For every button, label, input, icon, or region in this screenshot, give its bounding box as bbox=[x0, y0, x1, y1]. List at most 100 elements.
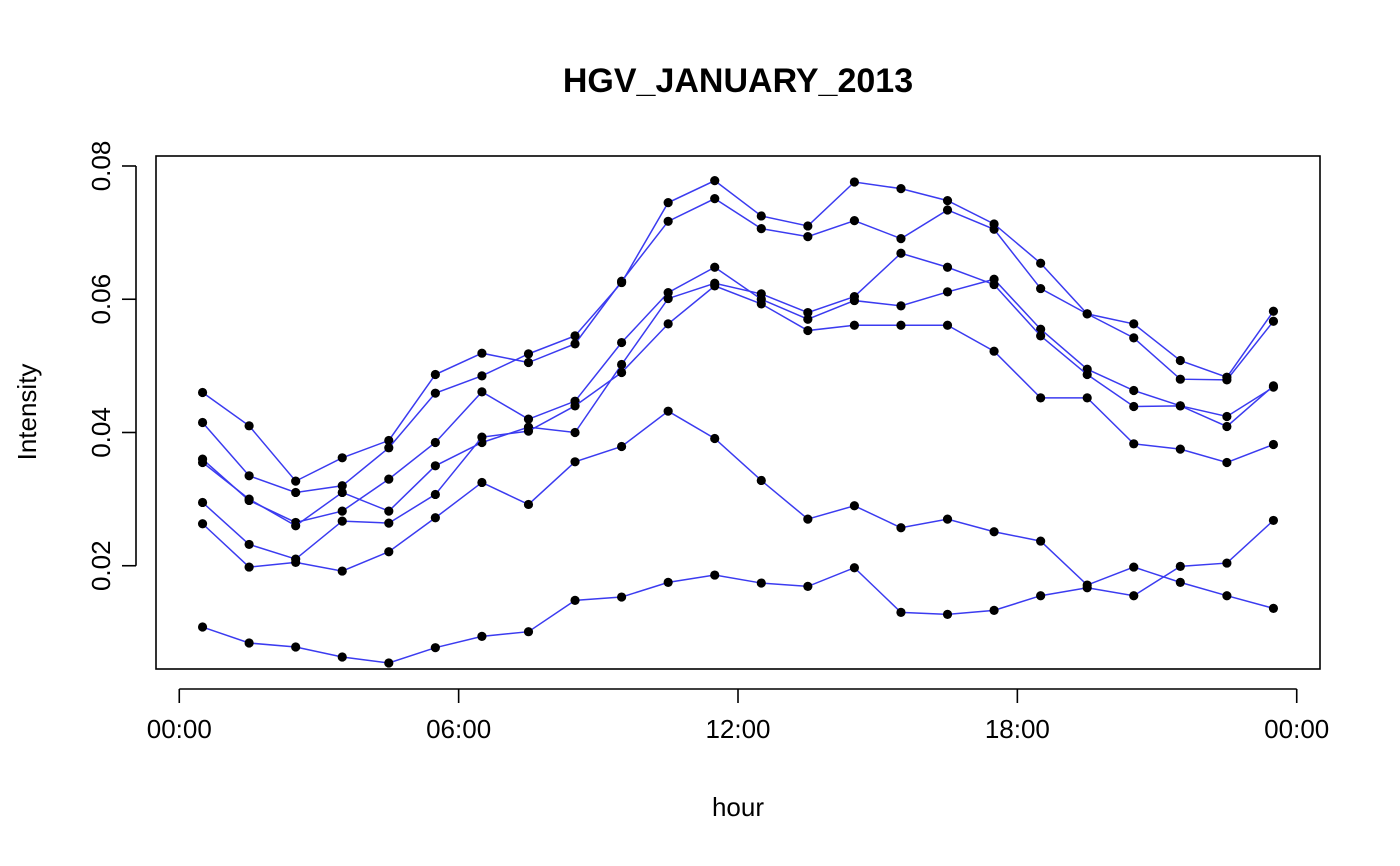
data-point bbox=[1222, 591, 1232, 601]
data-point bbox=[1129, 562, 1139, 572]
data-point bbox=[1036, 324, 1046, 334]
data-point bbox=[197, 497, 208, 508]
data-point bbox=[942, 262, 953, 272]
data-point bbox=[1036, 331, 1046, 341]
data-point bbox=[617, 367, 627, 378]
data-point bbox=[291, 557, 301, 568]
data-point bbox=[756, 289, 766, 299]
data-point bbox=[337, 481, 347, 491]
data-point bbox=[384, 658, 394, 668]
data-point bbox=[197, 622, 208, 632]
x-tick-label: 12:00 bbox=[705, 714, 770, 744]
data-point bbox=[1175, 577, 1185, 587]
x-tick-label: 00:00 bbox=[147, 714, 212, 744]
data-point bbox=[756, 475, 766, 486]
data-point bbox=[989, 527, 999, 537]
data-point bbox=[570, 457, 580, 467]
x-tick-label: 06:00 bbox=[426, 714, 491, 744]
data-point bbox=[803, 221, 813, 231]
series-4 bbox=[197, 248, 1279, 531]
data-point bbox=[617, 441, 627, 452]
data-point bbox=[337, 516, 347, 526]
data-point bbox=[896, 607, 906, 617]
series-line bbox=[202, 519, 1274, 664]
data-point bbox=[942, 609, 953, 619]
data-point bbox=[1036, 536, 1046, 546]
data-point bbox=[1268, 306, 1279, 316]
data-point bbox=[617, 277, 627, 288]
data-point bbox=[430, 437, 440, 448]
data-point bbox=[1129, 401, 1139, 412]
data-point bbox=[337, 566, 347, 576]
data-point bbox=[477, 631, 487, 641]
data-point bbox=[803, 581, 813, 591]
series-6 bbox=[197, 406, 1279, 613]
x-tick-label: 00:00 bbox=[1264, 714, 1329, 744]
data-point bbox=[849, 177, 860, 187]
data-point bbox=[430, 461, 440, 471]
data-point bbox=[244, 471, 254, 481]
data-point bbox=[1082, 309, 1092, 319]
data-point bbox=[942, 514, 953, 524]
data-point bbox=[523, 499, 534, 510]
data-point bbox=[1268, 381, 1279, 391]
data-point bbox=[244, 562, 254, 572]
data-point bbox=[477, 477, 487, 488]
data-point bbox=[570, 339, 580, 349]
data-point bbox=[849, 291, 860, 302]
data-point bbox=[523, 414, 534, 424]
data-point bbox=[244, 638, 254, 648]
data-point bbox=[570, 595, 580, 605]
plot-frame bbox=[155, 155, 1321, 670]
data-point bbox=[477, 371, 487, 381]
data-point bbox=[384, 506, 394, 516]
data-point bbox=[1222, 457, 1232, 468]
data-point bbox=[523, 349, 534, 359]
data-point bbox=[849, 216, 860, 226]
data-point bbox=[896, 523, 906, 533]
data-point bbox=[523, 426, 534, 436]
data-point bbox=[1129, 591, 1139, 601]
data-point bbox=[617, 592, 627, 602]
data-point bbox=[1222, 558, 1232, 568]
data-point bbox=[896, 234, 906, 244]
data-point bbox=[663, 406, 673, 416]
data-point bbox=[1082, 583, 1092, 593]
x-tick-label: 18:00 bbox=[985, 714, 1050, 744]
series-line bbox=[202, 266, 1274, 524]
data-point bbox=[384, 518, 394, 528]
data-point bbox=[291, 521, 301, 531]
data-point bbox=[1036, 283, 1046, 294]
data-point bbox=[477, 432, 487, 442]
data-point bbox=[942, 196, 953, 206]
data-point bbox=[989, 346, 999, 356]
data-point bbox=[1222, 421, 1232, 432]
data-point bbox=[989, 219, 999, 229]
data-point bbox=[710, 176, 720, 186]
data-point bbox=[570, 331, 580, 341]
data-point bbox=[710, 194, 720, 204]
data-point bbox=[291, 642, 301, 652]
data-point bbox=[1129, 333, 1139, 343]
data-point bbox=[477, 387, 487, 397]
data-point bbox=[430, 513, 440, 523]
data-point bbox=[430, 489, 440, 500]
data-point bbox=[663, 198, 673, 208]
data-point bbox=[1175, 444, 1185, 454]
data-point bbox=[1129, 319, 1139, 329]
data-point bbox=[1036, 591, 1046, 601]
y-axis: 0.02 0.04 0.06 0.08 bbox=[86, 141, 137, 591]
series-line bbox=[202, 252, 1274, 527]
data-point bbox=[430, 388, 440, 398]
data-point bbox=[384, 547, 394, 557]
data-point bbox=[942, 287, 953, 297]
data-point bbox=[803, 314, 813, 324]
data-point bbox=[291, 487, 301, 498]
chart-title: HGV_JANUARY_2013 bbox=[563, 62, 913, 100]
y-tick-label: 0.06 bbox=[86, 274, 116, 325]
data-point bbox=[756, 211, 766, 221]
data-point bbox=[803, 514, 813, 524]
data-point bbox=[1036, 258, 1046, 268]
data-point bbox=[430, 369, 440, 380]
